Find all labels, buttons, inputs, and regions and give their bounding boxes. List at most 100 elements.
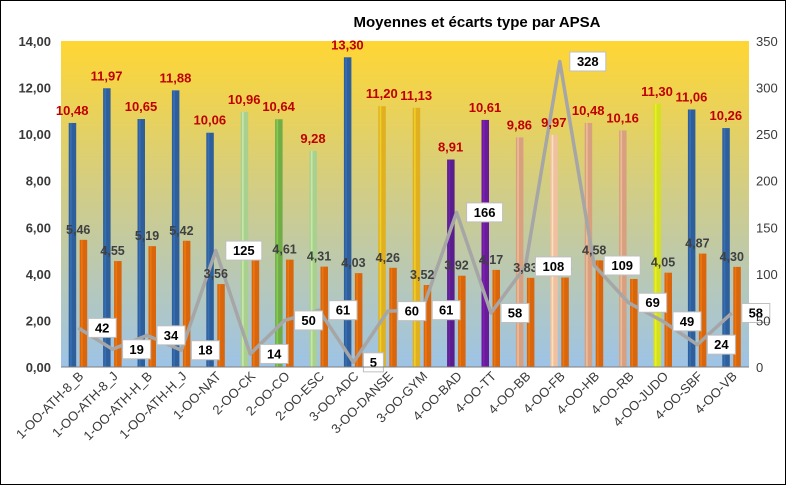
label-moyenne-14: 9,97 <box>541 115 566 130</box>
chart-title: Moyennes et écarts type par APSA <box>353 14 600 31</box>
bar-moyenne-13 <box>515 137 524 367</box>
bar-moyenne-17-highlight <box>654 103 657 367</box>
bar-moyenne-4 <box>206 132 214 367</box>
y2-tick-label: 50 <box>756 313 770 328</box>
y-tick-label: 8,00 <box>26 174 51 189</box>
bar-moyenne-18-highlight <box>689 109 691 368</box>
bar-moyenne-12 <box>481 119 489 367</box>
label-ecart-type-6: 4,61 <box>272 243 296 257</box>
bar-ecart-type-0 <box>79 239 88 367</box>
bar-ecart-type-6 <box>286 259 294 367</box>
label-moyenne-17: 11,30 <box>641 84 673 99</box>
label-ecart-type-3: 5,42 <box>169 224 193 238</box>
bar-moyenne-18 <box>687 109 696 368</box>
label-effectif-14: 328 <box>577 54 599 69</box>
label-ecart-type-13: 3,83 <box>513 261 537 275</box>
label-moyenne-3: 11,88 <box>159 70 191 85</box>
bar-ecart-type-15 <box>595 260 604 367</box>
bar-moyenne-16-highlight <box>620 130 623 367</box>
bar-ecart-type-3-highlight <box>184 240 186 367</box>
y2-tick-label: 300 <box>756 81 778 96</box>
effectif-label-box-12 <box>500 302 530 323</box>
label-ecart-type-8: 4,03 <box>341 256 365 270</box>
bar-ecart-type-18 <box>698 253 707 367</box>
label-moyenne-18: 11,06 <box>675 89 707 104</box>
bar-ecart-type-15-highlight <box>597 260 599 367</box>
label-effectif-16: 69 <box>645 295 659 310</box>
y2-tick-label: 250 <box>756 127 778 142</box>
bar-ecart-type-16 <box>630 278 638 367</box>
label-ecart-type-4: 3,56 <box>204 267 228 281</box>
bar-moyenne-3 <box>171 90 180 367</box>
bar-ecart-type-1-highlight <box>115 261 118 367</box>
bar-moyenne-4-highlight <box>207 132 210 367</box>
bar-moyenne-10 <box>412 107 421 367</box>
bar-moyenne-1 <box>103 88 111 368</box>
effectif-label-box-4 <box>225 240 263 261</box>
bar-ecart-type-0-highlight <box>81 239 83 367</box>
bar-moyenne-7-highlight <box>310 150 313 367</box>
bar-moyenne-12-highlight <box>482 119 485 367</box>
label-effectif-5: 14 <box>267 346 282 361</box>
label-ecart-type-11: 3,92 <box>444 259 468 273</box>
bar-moyenne-8 <box>343 57 352 368</box>
bar-ecart-type-11-highlight <box>459 275 462 367</box>
bar-ecart-type-3 <box>182 240 191 367</box>
label-moyenne-16: 10,16 <box>606 110 639 125</box>
bar-ecart-type-5 <box>251 259 260 367</box>
label-ecart-type-7: 4,31 <box>307 250 331 264</box>
bar-ecart-type-16-highlight <box>631 278 634 367</box>
y-tick-label: 14,00 <box>18 34 51 49</box>
label-effectif-7: 61 <box>336 303 350 318</box>
bar-ecart-type-19 <box>733 266 741 367</box>
bar-moyenne-14-highlight <box>551 134 554 367</box>
y2-tick-label: 200 <box>756 174 778 189</box>
bar-moyenne-2-highlight <box>138 119 141 367</box>
label-effectif-2: 34 <box>164 328 179 343</box>
label-ecart-type-1: 4,55 <box>100 244 124 258</box>
bar-moyenne-14 <box>550 134 558 367</box>
bar-moyenne-15-highlight <box>586 122 588 367</box>
label-moyenne-1: 11,97 <box>91 68 123 83</box>
bar-moyenne-19-highlight <box>723 128 726 367</box>
label-moyenne-6: 10,64 <box>262 99 295 114</box>
label-effectif-17: 49 <box>680 314 694 329</box>
bar-ecart-type-17 <box>664 272 672 367</box>
bar-ecart-type-10-highlight <box>425 285 427 367</box>
bar-ecart-type-2-highlight <box>149 246 152 367</box>
effectif-label-box-5 <box>259 343 289 364</box>
label-effectif-4: 125 <box>233 243 255 258</box>
bar-moyenne-7 <box>309 150 317 367</box>
effectif-label-box-2 <box>156 325 186 346</box>
bar-ecart-type-18-highlight <box>700 253 702 367</box>
bar-ecart-type-12 <box>492 269 500 367</box>
bar-moyenne-9-highlight <box>379 106 382 367</box>
label-ecart-type-0: 5,46 <box>66 223 90 237</box>
bar-moyenne-6 <box>275 119 283 368</box>
label-moyenne-13: 9,86 <box>507 117 532 132</box>
label-ecart-type-2: 5,19 <box>135 229 159 243</box>
effectif-label-box-13 <box>534 256 572 277</box>
label-ecart-type-10: 3,52 <box>410 268 434 282</box>
y2-tick-label: 0 <box>756 360 763 375</box>
label-moyenne-5: 10,96 <box>228 92 261 107</box>
bar-moyenne-10-highlight <box>414 107 416 367</box>
effectif-label-box-16 <box>638 292 668 313</box>
effectif-label-box-6 <box>294 310 324 331</box>
bar-ecart-type-13 <box>526 277 535 367</box>
bar-ecart-type-8 <box>354 273 363 367</box>
effectif-label-box-14 <box>569 51 607 72</box>
bar-ecart-type-11 <box>458 275 466 367</box>
label-effectif-19: 58 <box>749 305 763 320</box>
label-ecart-type-19: 4,30 <box>720 250 744 264</box>
label-moyenne-7: 9,28 <box>300 131 325 146</box>
label-effectif-6: 50 <box>301 313 315 328</box>
label-moyenne-2: 10,65 <box>125 99 158 114</box>
bar-moyenne-0-highlight <box>70 122 72 367</box>
bar-moyenne-5-highlight <box>242 111 244 367</box>
bars-group <box>68 57 741 368</box>
label-effectif-0: 42 <box>95 320 109 335</box>
bar-moyenne-9 <box>378 106 386 367</box>
bar-moyenne-13-highlight <box>517 137 519 367</box>
